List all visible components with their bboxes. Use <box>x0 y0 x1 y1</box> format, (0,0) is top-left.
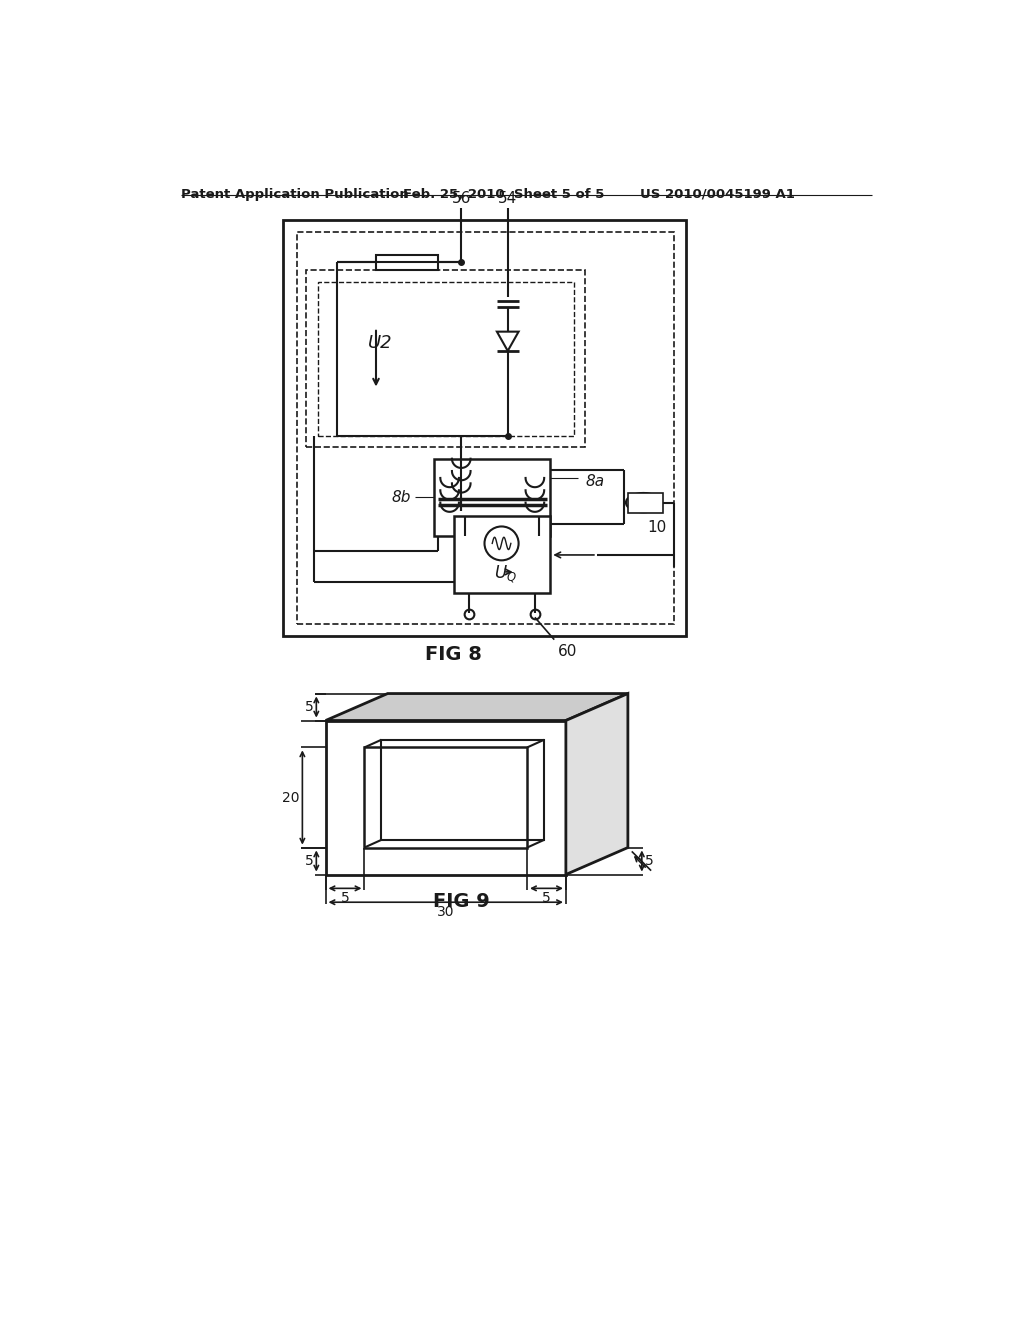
Text: FIG 8: FIG 8 <box>425 645 482 664</box>
Text: 30: 30 <box>437 906 455 919</box>
Bar <box>365 747 527 847</box>
Polygon shape <box>566 693 628 875</box>
Bar <box>283 220 686 636</box>
Bar <box>376 255 438 271</box>
Text: 5: 5 <box>542 891 551 906</box>
Text: 54: 54 <box>498 191 517 206</box>
Text: 5: 5 <box>645 854 653 869</box>
Text: US 2010/0045199 A1: US 2010/0045199 A1 <box>640 187 795 201</box>
Bar <box>326 721 566 875</box>
Text: Patent Application Publication: Patent Application Publication <box>180 187 409 201</box>
Bar <box>297 231 675 624</box>
Text: U$_Q$: U$_Q$ <box>494 564 517 585</box>
Bar <box>628 492 663 512</box>
Text: Feb. 25, 2010  Sheet 5 of 5: Feb. 25, 2010 Sheet 5 of 5 <box>403 187 604 201</box>
Text: 20: 20 <box>282 791 299 804</box>
Text: U2: U2 <box>369 334 393 352</box>
Bar <box>434 459 550 536</box>
Text: FIG 9: FIG 9 <box>433 892 489 911</box>
Text: 60: 60 <box>558 644 578 659</box>
Text: 10: 10 <box>647 520 667 536</box>
Bar <box>454 516 550 594</box>
Bar <box>381 739 544 840</box>
Text: 5: 5 <box>304 701 313 714</box>
Bar <box>306 271 586 447</box>
Text: 8a: 8a <box>586 474 604 490</box>
Text: 5: 5 <box>304 854 313 869</box>
Bar <box>317 281 573 436</box>
Polygon shape <box>326 693 628 721</box>
Text: 8b: 8b <box>391 490 411 504</box>
Text: 5: 5 <box>341 891 349 906</box>
Text: 56: 56 <box>452 191 471 206</box>
